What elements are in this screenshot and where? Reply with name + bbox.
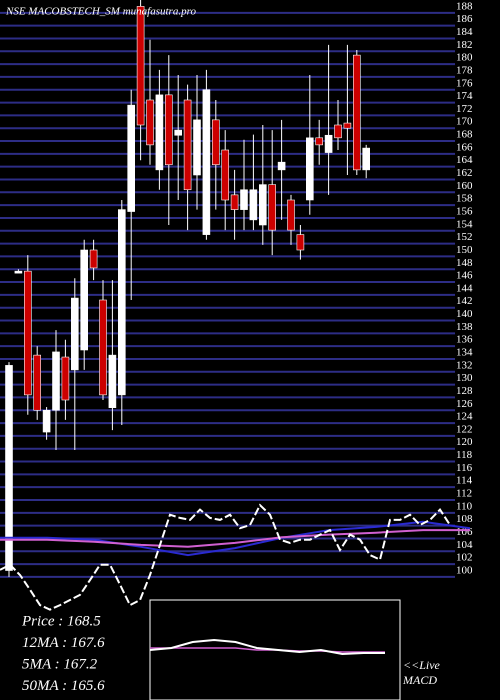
candle-body [287, 199, 295, 231]
y-tick-label: 188 [456, 0, 473, 12]
candle-body [14, 270, 23, 274]
plot [0, 0, 471, 611]
y-tick-label: 158 [456, 193, 473, 205]
candle-body [118, 209, 126, 396]
candle-body [71, 297, 79, 371]
candle-body [33, 354, 42, 411]
candle-body [324, 134, 333, 153]
candle-body [193, 119, 201, 176]
candle-body [136, 6, 145, 126]
y-tick-label: 100 [456, 564, 473, 576]
candle-body [334, 124, 342, 139]
candle-body [343, 122, 352, 129]
y-tick-label: 104 [456, 539, 473, 551]
y-tick-label: 128 [456, 385, 473, 397]
candle-body [80, 249, 88, 351]
y-tick-label: 170 [456, 116, 473, 128]
y-tick-label: 110 [456, 500, 473, 512]
macd-line [149, 638, 385, 656]
y-tick-label: 142 [456, 295, 473, 307]
y-tick-label: 118 [456, 449, 473, 461]
candle-body [230, 194, 239, 210]
candle-body [202, 89, 211, 235]
y-tick-label: 138 [456, 321, 473, 333]
y-tick-label: 180 [456, 52, 473, 64]
candle-body [249, 189, 258, 221]
candle-body [221, 149, 229, 201]
y-tick-label: 144 [456, 282, 473, 294]
stat-label: 5MA : 167.2 [22, 656, 98, 672]
candle-body [99, 299, 107, 396]
candle-body [89, 249, 98, 269]
y-tick-label: 120 [456, 436, 473, 448]
macd-label: <<Live [403, 658, 441, 672]
candle-body [108, 354, 117, 408]
candle-body [296, 234, 305, 251]
candle-body [165, 94, 173, 166]
y-tick-label: 122 [456, 423, 473, 435]
y-tick-label: 184 [456, 26, 473, 38]
y-tick-label: 168 [456, 129, 473, 141]
macd [149, 638, 385, 656]
ma-line [0, 529, 470, 548]
candle-body [240, 189, 248, 210]
candle-body [127, 104, 135, 212]
candle-body [42, 409, 51, 433]
candle-body [352, 54, 361, 171]
y-tick-label: 136 [456, 334, 473, 346]
y-tick-label: 186 [456, 13, 473, 25]
candle-body [315, 137, 324, 146]
candle-body [52, 351, 60, 411]
y-tick-label: 156 [456, 205, 473, 217]
y-tick-label: 146 [456, 270, 473, 282]
y-tick-label: 174 [456, 90, 473, 102]
y-tick-label: 116 [456, 462, 473, 474]
candle-body [305, 137, 314, 201]
indicator-line [0, 503, 451, 611]
macd-label: MACD [402, 673, 437, 687]
stat-label: 12MA : 167.6 [22, 635, 105, 651]
y-tick-label: 124 [456, 411, 473, 423]
y-tick-label: 130 [456, 372, 473, 384]
y-tick-label: 132 [456, 359, 473, 371]
y-tick-label: 178 [456, 64, 473, 76]
y-tick-label: 152 [456, 231, 473, 243]
candle-body [277, 161, 286, 171]
candle-body [61, 356, 70, 401]
candle-body [212, 119, 220, 166]
y-tick-label: 114 [456, 475, 473, 487]
candle-body [23, 270, 32, 396]
candle-body [174, 129, 182, 136]
y-tick-label: 102 [456, 552, 473, 564]
y-tick-label: 140 [456, 308, 473, 320]
ma-line [0, 520, 471, 557]
y-tick-label: 148 [456, 257, 473, 269]
candle-body [146, 99, 154, 146]
candle-body [258, 184, 267, 226]
y-tick-label: 160 [456, 180, 473, 192]
candle-body [362, 147, 371, 171]
y-tick-label: 108 [456, 513, 473, 525]
y-tick-label: 112 [456, 488, 472, 500]
candle-body [155, 94, 164, 171]
candle-body [5, 365, 13, 571]
stat-label: Price : 168.5 [21, 613, 101, 629]
y-tick-label: 126 [456, 398, 473, 410]
chart-title: NSE MACOBSTECH_SM munafasutra.pro [5, 6, 196, 18]
y-tick-label: 134 [456, 347, 473, 359]
y-tick-label: 176 [456, 77, 473, 89]
candle-body [183, 99, 192, 191]
y-tick-label: 150 [456, 244, 473, 256]
y-tick-label: 164 [456, 154, 473, 166]
candle-body [268, 184, 277, 231]
y-tick-label: 154 [456, 218, 473, 230]
stat-label: 50MA : 165.6 [22, 678, 105, 694]
y-tick-label: 162 [456, 167, 473, 179]
y-tick-label: 166 [456, 141, 473, 153]
y-tick-label: 182 [456, 39, 473, 51]
y-tick-label: 172 [456, 103, 473, 115]
